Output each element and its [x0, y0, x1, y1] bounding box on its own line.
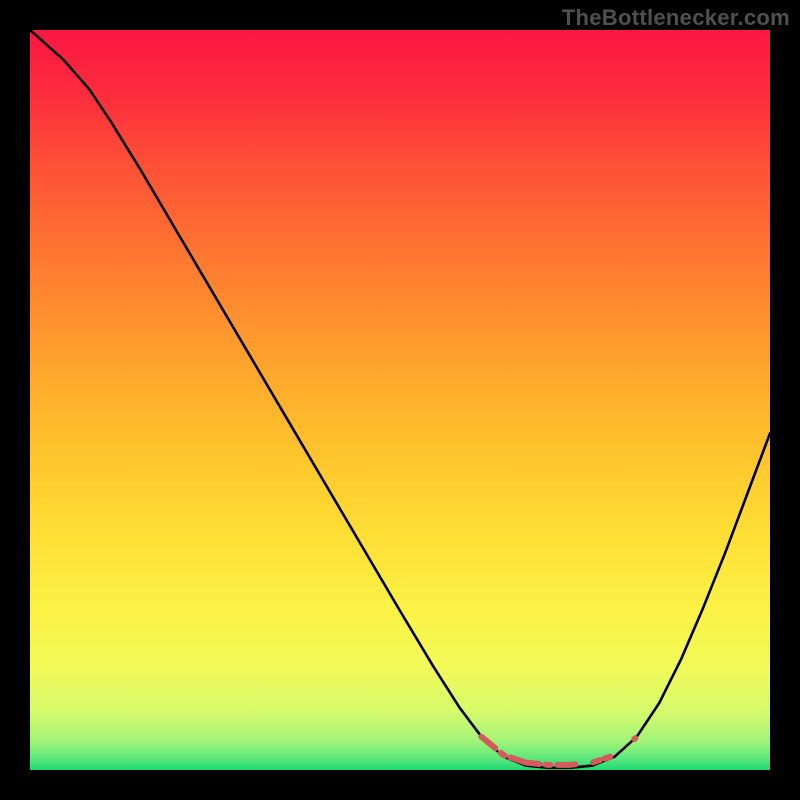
chart-frame: TheBottlenecker.com: [0, 0, 800, 800]
chart-svg: [30, 30, 770, 770]
gradient-background: [30, 30, 770, 770]
watermark-text: TheBottlenecker.com: [562, 5, 790, 31]
plot-area: [30, 30, 770, 770]
